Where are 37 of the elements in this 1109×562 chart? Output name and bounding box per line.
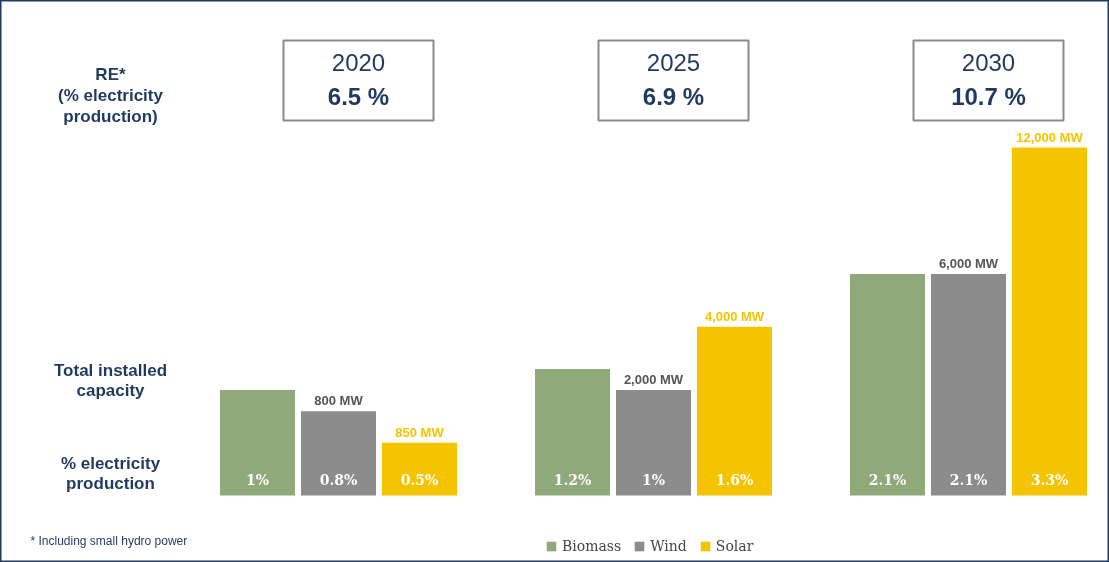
data-label: 3.3% bbox=[1030, 471, 1069, 488]
text: RE* (% electricity production) bbox=[58, 65, 164, 126]
bar bbox=[697, 326, 772, 496]
text: * Including small hydro power bbox=[30, 533, 188, 548]
x-tick-label: 2025 bbox=[646, 49, 701, 76]
data-label: 1.2% bbox=[553, 471, 592, 488]
text: % electricity production bbox=[60, 453, 161, 494]
text: Total installed capacity bbox=[53, 360, 168, 401]
text: 12,000 MW bbox=[1016, 129, 1084, 145]
bar bbox=[382, 442, 457, 496]
data-label: 1% bbox=[245, 471, 270, 488]
legend-label: Solar bbox=[715, 538, 754, 554]
bar bbox=[850, 274, 925, 496]
data-label: 2.1% bbox=[868, 471, 907, 488]
bar bbox=[616, 390, 691, 496]
data-label: 0.8% bbox=[319, 471, 358, 488]
annotation: 2,000 MW bbox=[623, 372, 684, 388]
bar bbox=[535, 368, 610, 496]
text: 6.5 % bbox=[327, 83, 390, 110]
text: 6.9 % bbox=[642, 83, 705, 110]
annotation: 850 MW bbox=[395, 424, 445, 440]
data-label: 1.6% bbox=[715, 471, 754, 488]
annotation: 6,000 MW bbox=[938, 256, 999, 272]
annotation: 800 MW bbox=[314, 393, 364, 409]
bar bbox=[301, 411, 376, 496]
data-label: 0.5% bbox=[400, 471, 439, 488]
legend-label: Biomass bbox=[562, 538, 622, 554]
bar bbox=[1012, 147, 1087, 496]
text: 10.7 % bbox=[951, 83, 1026, 110]
annotation: 4,000 MW bbox=[704, 308, 765, 324]
data-label: 1% bbox=[641, 471, 666, 488]
bar bbox=[931, 274, 1006, 496]
x-tick-label: 2030 bbox=[961, 49, 1016, 76]
bar bbox=[220, 390, 295, 496]
x-tick-label: 2020 bbox=[331, 49, 386, 76]
data-label: 2.1% bbox=[949, 471, 988, 488]
legend-label: Wind bbox=[650, 538, 687, 554]
